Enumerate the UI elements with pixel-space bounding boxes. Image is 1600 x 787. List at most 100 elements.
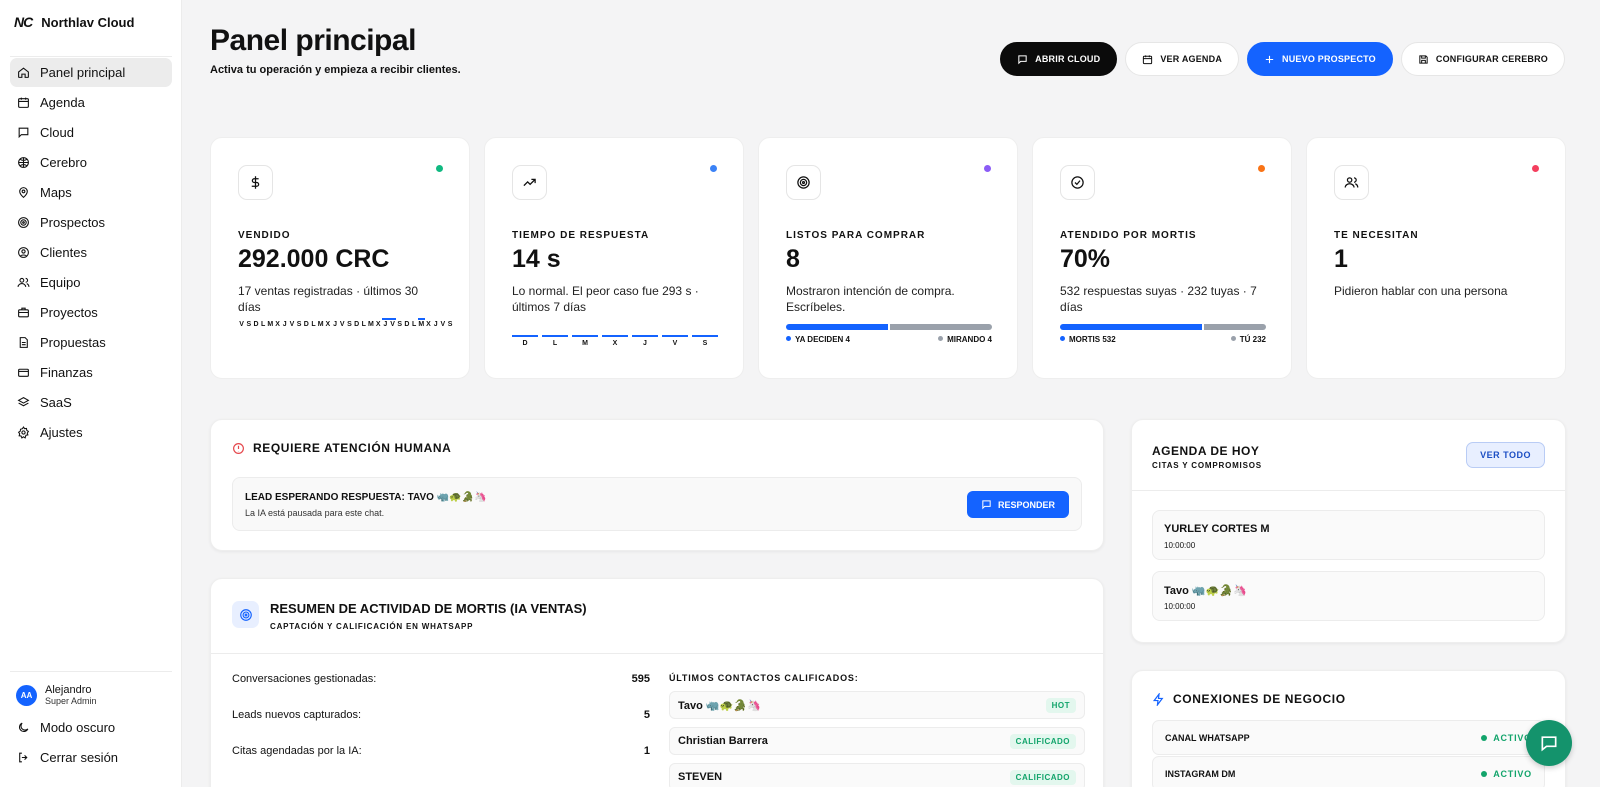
sparkline-day: V — [440, 321, 446, 328]
contact-name: Tavo 🦏🐢🐊🦄 — [678, 699, 761, 712]
open-cloud-button[interactable]: ABRIR CLOUD — [1000, 42, 1118, 76]
floating-chat-button[interactable] — [1526, 720, 1572, 766]
connection-status: ACTIVO — [1481, 769, 1532, 779]
panel-subtitle: CAPTACIÓN Y CALIFICACIÓN EN WHATSAPP — [270, 622, 474, 631]
sparkline-day: L — [311, 321, 316, 328]
list-item[interactable]: STEVEN CALIFICADO — [669, 763, 1085, 787]
list-item[interactable]: Christian Barrera CALIFICADO — [669, 727, 1085, 755]
stat-row: Conversaciones gestionadas: 595 — [232, 673, 650, 709]
split-legend-right: TÚ 232 — [1231, 335, 1266, 344]
sidebar-item-cerebro[interactable]: Cerebro — [10, 148, 172, 177]
sparkline-day: S — [397, 321, 403, 328]
sidebar-item-label: Equipo — [40, 275, 81, 290]
stat-row: Citas agendadas por la IA: 1 — [232, 745, 650, 781]
sparkline-day: D — [253, 321, 259, 328]
logout-button[interactable]: Cerrar sesión — [10, 742, 172, 772]
page-title: Panel principal — [210, 24, 416, 57]
sidebar-item-cloud[interactable]: Cloud — [10, 118, 172, 147]
sparkline-day: V — [339, 321, 345, 328]
contacts-title: ÚLTIMOS CONTACTOS CALIFICADOS: — [669, 673, 859, 683]
appointment-item[interactable]: Tavo 🦏🐢🐊🦄 10:00:00 — [1152, 571, 1545, 621]
document-icon — [19, 337, 28, 348]
split-legend-right: MIRANDO 4 — [938, 335, 992, 344]
sparkline-day: S — [347, 321, 352, 328]
brand-name: Northlav Cloud — [41, 14, 135, 30]
sidebar-item-maps[interactable]: Maps — [10, 178, 172, 207]
sparkline-day: J — [282, 321, 287, 328]
appointment-name: Tavo 🦏🐢🐊🦄 — [1164, 585, 1247, 597]
sidebar-item-saas[interactable]: SaaS — [10, 388, 172, 417]
configure-brain-button[interactable]: CONFIGURAR CEREBRO — [1400, 42, 1565, 76]
view-all-button[interactable]: VER TODO — [1466, 442, 1545, 468]
stat-value: 595 — [631, 673, 650, 685]
kpi-card-ready-to-buy: LISTOS PARA COMPRAR 8 Mostraron intenció… — [758, 137, 1018, 379]
stat-row: Leads nuevos capturados: 5 — [232, 709, 650, 745]
split-segment-you — [1204, 324, 1266, 330]
credit-card-icon — [18, 368, 29, 377]
view-agenda-button[interactable]: VER AGENDA — [1125, 42, 1240, 76]
ready-split-bar: YA DECIDEN 4 MIRANDO 4 — [786, 324, 992, 344]
stat-label: Leads nuevos capturados: — [232, 709, 362, 721]
brand[interactable]: NC Northlav Cloud — [14, 14, 134, 30]
business-connections-panel: CONEXIONES DE NEGOCIO CANAL WHATSAPP ACT… — [1131, 670, 1566, 787]
kpi-label: TE NECESITAN — [1334, 230, 1419, 241]
sparkline-day: X — [325, 321, 331, 328]
status-badge: CALIFICADO — [1009, 769, 1076, 785]
appointment-time: 10:00:00 — [1164, 602, 1196, 611]
panel-title: AGENDA DE HOY — [1152, 444, 1260, 458]
kpi-value: 70% — [1060, 245, 1111, 273]
stat-label: Citas agendadas por la IA: — [232, 745, 362, 757]
status-dot — [1532, 165, 1539, 172]
target-icon — [239, 608, 252, 621]
chat-icon — [1018, 54, 1027, 64]
sidebar-item-equipo[interactable]: Equipo — [10, 268, 172, 297]
human-attention-panel: REQUIERE ATENCIÓN HUMANA LEAD ESPERANDO … — [210, 419, 1104, 551]
user-profile[interactable]: AA Alejandro Super Admin — [10, 672, 172, 712]
mortis-activity-summary: RESUMEN DE ACTIVIDAD DE MORTIS (IA VENTA… — [210, 578, 1104, 787]
kpi-label: VENDIDO — [238, 230, 291, 241]
sparkline-day: D — [303, 321, 309, 328]
sidebar-item-panel-principal[interactable]: Panel principal — [10, 58, 172, 87]
appointment-name: YURLEY CORTES M — [1164, 523, 1270, 535]
split-legend-left: YA DECIDEN 4 — [786, 335, 850, 344]
sidebar-item-label: Prospectos — [40, 215, 106, 230]
week-day: J — [632, 335, 658, 347]
user-role: Super Admin — [45, 696, 97, 706]
status-dot — [436, 165, 443, 172]
sidebar-item-clientes[interactable]: Clientes — [10, 238, 172, 267]
contact-name: Christian Barrera — [678, 735, 768, 747]
logout-icon — [19, 752, 28, 762]
sidebar-item-label: Cloud — [40, 125, 74, 140]
sidebar-item-prospectos[interactable]: Prospectos — [10, 208, 172, 237]
new-prospect-button[interactable]: NUEVO PROSPECTO — [1247, 42, 1393, 76]
list-item[interactable]: Tavo 🦏🐢🐊🦄 HOT — [669, 691, 1085, 719]
kpi-label: ATENDIDO POR MORTIS — [1060, 230, 1197, 241]
panel-header: RESUMEN DE ACTIVIDAD DE MORTIS (IA VENTA… — [232, 601, 587, 631]
connection-row[interactable]: CANAL WHATSAPP ACTIVO — [1152, 720, 1545, 755]
status-dot — [710, 165, 717, 172]
connection-row[interactable]: INSTAGRAM DM ACTIVO — [1152, 756, 1545, 787]
split-segment-browsing — [890, 324, 992, 330]
divider — [1132, 490, 1565, 491]
appointment-item[interactable]: YURLEY CORTES M 10:00:00 — [1152, 510, 1545, 560]
lightning-icon — [1152, 692, 1164, 706]
sidebar-item-propuestas[interactable]: Propuestas — [10, 328, 172, 357]
dark-mode-toggle[interactable]: Modo oscuro — [10, 712, 172, 742]
sidebar-item-finanzas[interactable]: Finanzas — [10, 358, 172, 387]
sidebar: NC Northlav Cloud Panel principal Agenda… — [0, 0, 182, 787]
sidebar-item-ajustes[interactable]: Ajustes — [10, 418, 172, 447]
sidebar-item-agenda[interactable]: Agenda — [10, 88, 172, 117]
sparkline-day: V — [289, 321, 295, 328]
chat-icon — [982, 500, 991, 510]
check-circle-icon — [1071, 176, 1084, 189]
sparkline-day: M — [417, 318, 426, 328]
respond-label: RESPONDER — [997, 499, 1055, 510]
sidebar-item-proyectos[interactable]: Proyectos — [10, 298, 172, 327]
lead-subtitle: La IA está pausada para este chat. — [245, 508, 385, 518]
user-name: Alejandro — [45, 684, 92, 696]
kpi-icon-box — [238, 165, 273, 200]
respond-button[interactable]: RESPONDER — [966, 491, 1069, 518]
sparkline-day: J — [333, 321, 337, 328]
alert-circle-icon — [233, 442, 244, 454]
chat-bubble-icon — [1541, 736, 1557, 752]
